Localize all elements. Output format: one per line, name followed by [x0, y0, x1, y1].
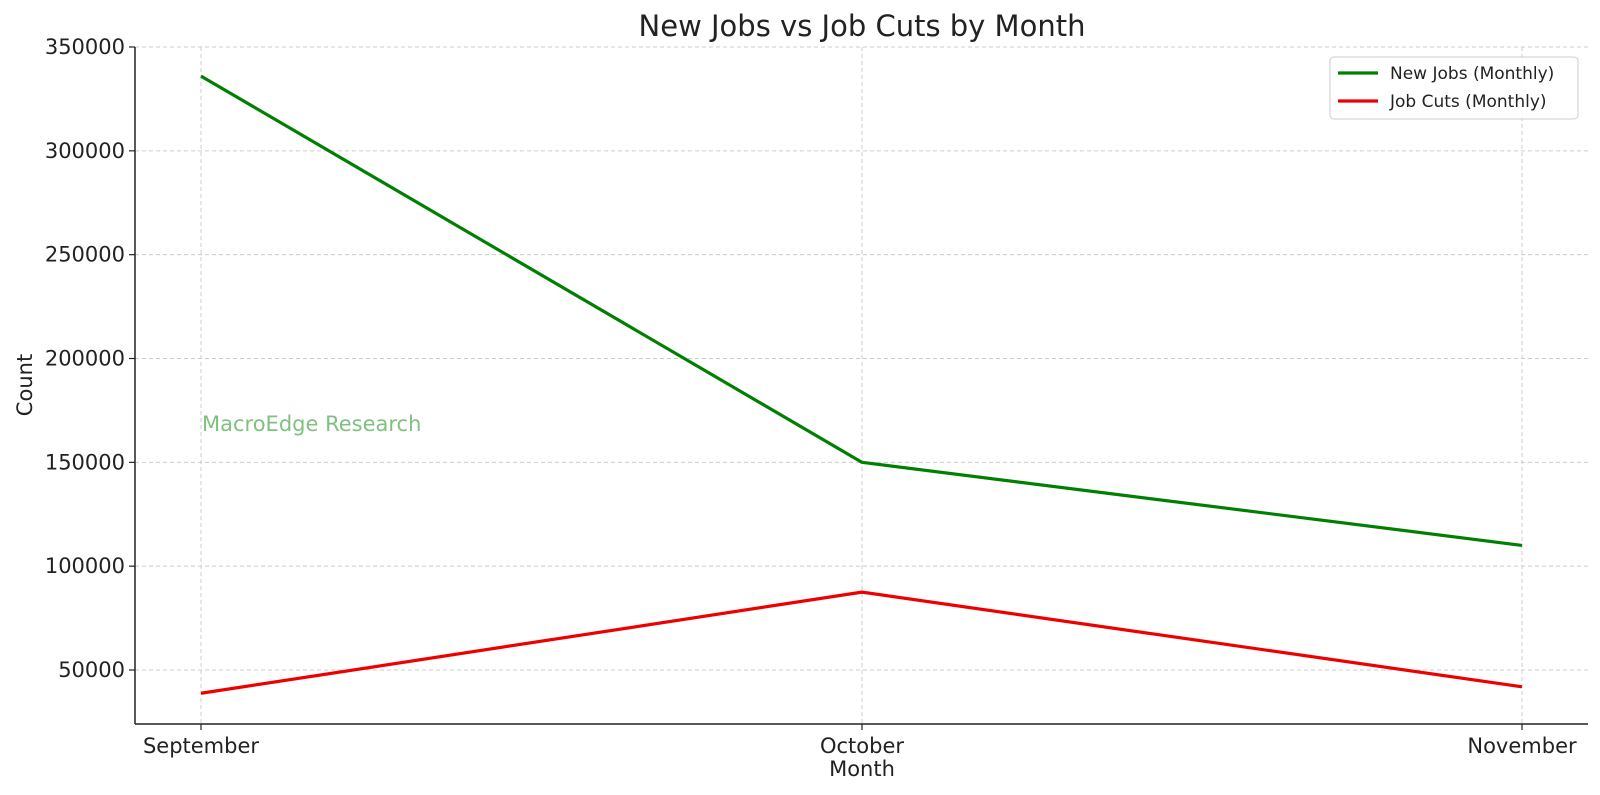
legend-label: Job Cuts (Monthly) — [1389, 92, 1547, 112]
y-tick-label: 200000 — [45, 347, 125, 371]
x-ticks: September October November — [143, 724, 1577, 758]
y-tick-label: 300000 — [45, 139, 125, 163]
x-tick-label: October — [820, 734, 904, 758]
y-tick-label: 50000 — [58, 658, 125, 682]
y-tick-label: 350000 — [45, 35, 125, 59]
x-tick-label: November — [1467, 734, 1577, 758]
grid — [135, 46, 1588, 724]
y-axis-label: Count — [13, 354, 37, 416]
legend-box — [1329, 56, 1579, 120]
legend: New Jobs (Monthly) Job Cuts (Monthly) — [1329, 56, 1579, 120]
y-tick-label: 100000 — [45, 554, 125, 578]
chart-title: New Jobs vs Job Cuts by Month — [639, 9, 1086, 43]
series-lines — [200, 74, 1523, 695]
legend-label: New Jobs (Monthly) — [1390, 64, 1554, 84]
y-ticks: 50000 100000 150000 200000 250000 300000 35000… — [45, 35, 135, 682]
y-tick-label: 250000 — [45, 243, 125, 267]
x-axis-label: Month — [829, 757, 895, 781]
watermark-text: MacroEdge Research — [202, 412, 421, 436]
x-tick-label: September — [143, 734, 259, 758]
y-tick-label: 150000 — [45, 450, 125, 474]
